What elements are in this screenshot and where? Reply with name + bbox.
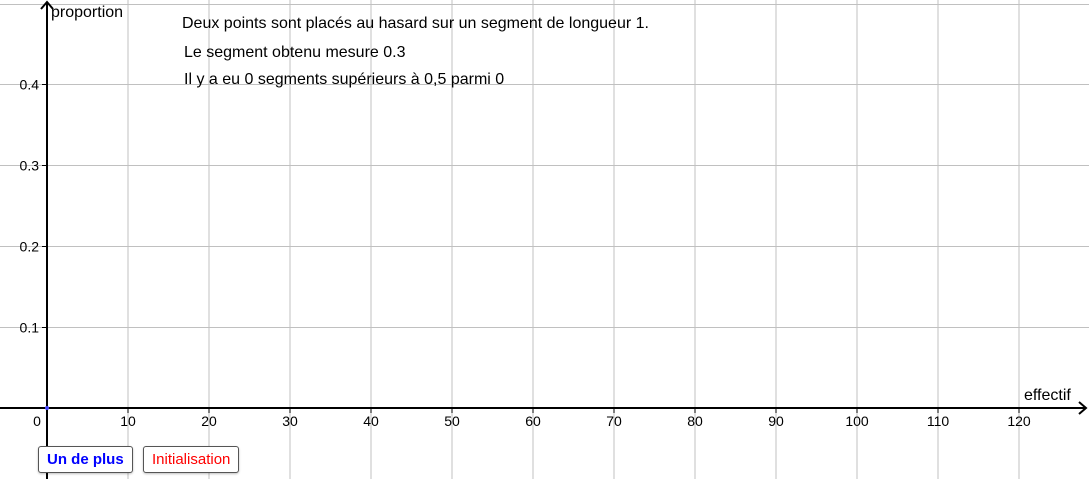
data-points xyxy=(45,406,49,410)
reset-button[interactable]: Initialisation xyxy=(143,446,240,473)
tick-labels: 10 20 30 40 50 60 70 80 90 100 110 120 0 0.1 0.2 0.3 0.4 xyxy=(20,77,1031,430)
x-tick-label: 70 xyxy=(606,413,622,429)
y-tick-label: 0.3 xyxy=(20,158,40,174)
x-tick-label: 100 xyxy=(845,413,869,429)
y-tick-label: 0.1 xyxy=(20,320,40,336)
x-tick-label: 110 xyxy=(927,413,950,429)
x-tick-label: 120 xyxy=(1007,413,1031,429)
y-tick-label: 0.2 xyxy=(20,239,40,255)
x-axis-label: effectif xyxy=(1024,387,1071,404)
segment-count-text: Il y a eu 0 segments supérieurs à 0,5 pa… xyxy=(184,71,505,88)
x-tick-label: 50 xyxy=(444,413,460,429)
x-tick-label: 20 xyxy=(201,413,217,429)
x-tick-label: 10 xyxy=(120,413,136,429)
x-tick-label: 60 xyxy=(525,413,541,429)
x-tick-label: 90 xyxy=(768,413,784,429)
segment-length-text: Le segment obtenu mesure 0.3 xyxy=(184,44,406,61)
y-axis-arrow xyxy=(40,0,54,10)
x-axis-arrow xyxy=(1078,401,1088,415)
x-tick-label: 40 xyxy=(363,413,379,429)
x-tick-label: 30 xyxy=(282,413,298,429)
data-point xyxy=(45,406,49,410)
y-axis-label: proportion xyxy=(51,4,124,21)
add-one-button[interactable]: Un de plus xyxy=(38,446,133,473)
origin-label: 0 xyxy=(33,413,41,429)
statement-text: Deux points sont placés au hasard sur un… xyxy=(182,15,649,32)
x-tick-label: 80 xyxy=(687,413,703,429)
y-tick-label: 0.4 xyxy=(20,77,40,93)
